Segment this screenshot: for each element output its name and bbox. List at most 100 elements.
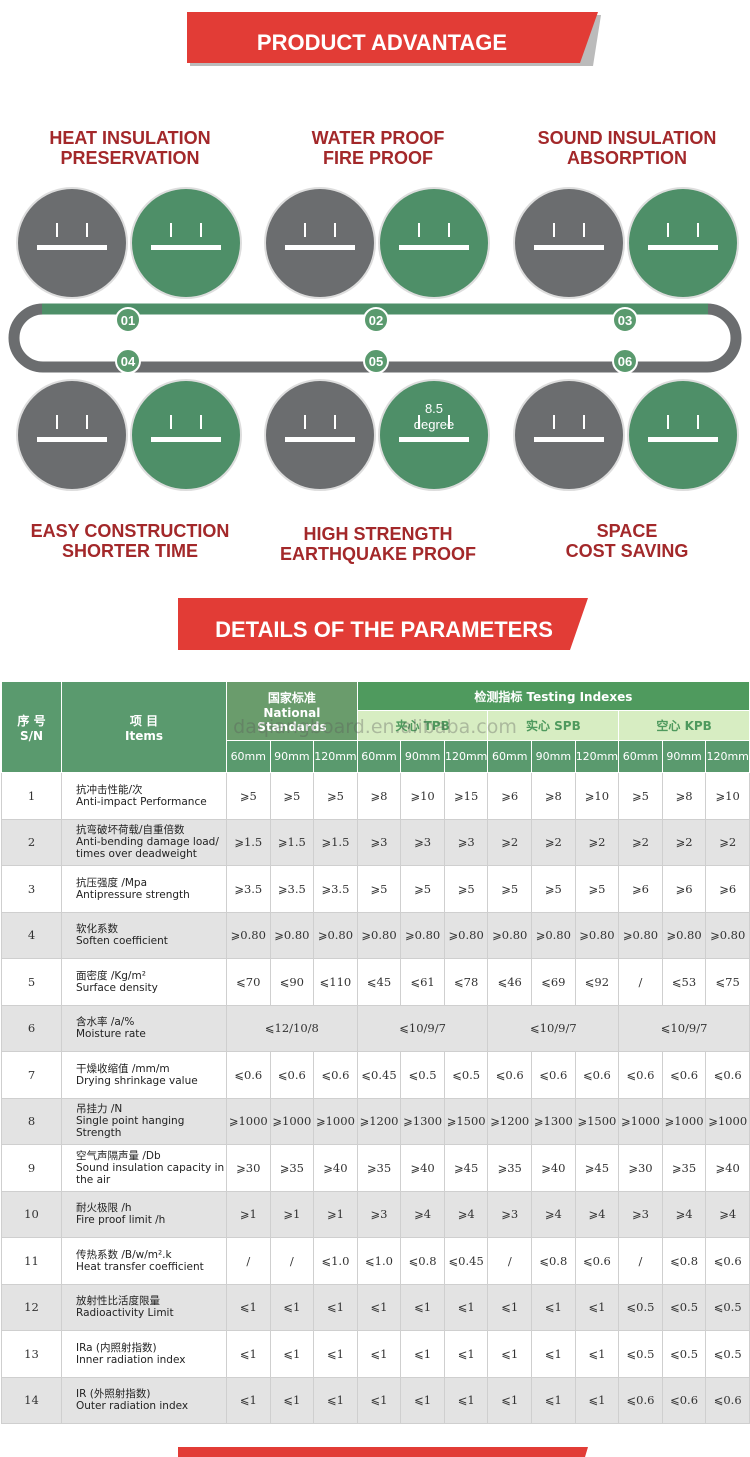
item-en: Single point hanging Strength: [76, 1115, 185, 1140]
value-cell: ⩾45: [574, 1144, 620, 1192]
value-cell: ⩽69: [531, 958, 576, 1006]
value-cell: ⩽92: [574, 958, 620, 1006]
advantage-title: PRESERVATION: [60, 148, 199, 168]
item-en: Antipressure strength: [76, 888, 190, 901]
size-header: 60mm: [487, 740, 533, 773]
value-cell: ⩾4: [705, 1190, 750, 1238]
value-cell: ⩽0.8: [661, 1237, 707, 1285]
value-cell: ⩽1: [400, 1330, 445, 1378]
value-cell: ⩾10: [574, 772, 620, 820]
sn-cell: 3: [1, 865, 62, 913]
value-cell: ⩾0.80: [400, 911, 445, 959]
value-cell: ⩾6: [618, 865, 663, 913]
item-zh: 面密度 /Kg/m²: [76, 969, 146, 982]
value-cell: ⩾40: [400, 1144, 445, 1192]
badge-number: 05: [369, 354, 383, 369]
type-header: 实心 SPB: [487, 710, 620, 741]
type-header: 夹心 TPB: [356, 710, 489, 741]
item-zh: 干燥收缩值 /mm/m: [76, 1062, 170, 1075]
badge: [115, 307, 141, 333]
icon-surface: [285, 245, 355, 250]
value-cell: ⩾1000: [661, 1097, 707, 1145]
advantage-title: COST SAVING: [566, 541, 689, 561]
value-cell: ⩾35: [356, 1144, 402, 1192]
badge: [612, 307, 638, 333]
size-header: 90mm: [400, 740, 445, 773]
value-cell: ⩾1000: [705, 1097, 750, 1145]
value-cell: ⩽70: [226, 958, 271, 1006]
value-cell: ⩾10: [705, 772, 750, 820]
sn-cell: 5: [1, 958, 62, 1006]
value-cell: ⩾15: [443, 772, 489, 820]
value-cell: ⩽10/9/7: [356, 1004, 489, 1052]
value-cell: ⩽1: [400, 1283, 445, 1331]
table-row: 8 吊挂力 /N Single point hanging Strength ⩾100…: [1, 1097, 750, 1145]
value-cell: ⩾1.5: [313, 818, 358, 866]
sn-cell: 12: [1, 1283, 62, 1331]
value-cell: ⩽0.6: [487, 1051, 533, 1099]
item-en: Fire proof limit /h: [76, 1214, 166, 1227]
item-cell: 软化系数 Soften coefficient: [61, 911, 227, 959]
table-row: 7 干燥收缩值 /mm/m Drying shrinkage value ⩽0.6 ⩽0…: [1, 1051, 750, 1099]
value-cell: ⩽45: [356, 958, 402, 1006]
item-cell: 放射性比活度限量 Radioactivity Limit: [61, 1283, 227, 1331]
value-cell: ⩽0.6: [531, 1051, 576, 1099]
value-cell: ⩽1: [487, 1283, 533, 1331]
value-cell: ⩾1: [269, 1190, 315, 1238]
item-zh: 含水率 /a/%: [76, 1016, 135, 1029]
value-cell: ⩽1: [356, 1283, 402, 1331]
icon-surface: [534, 245, 604, 250]
icon-surface: [648, 437, 718, 442]
table-row: 2 抗弯破坏荷载/自重倍数 Anti-bending damage load/ ti…: [1, 818, 750, 866]
value-cell: ⩽1: [574, 1283, 620, 1331]
icon-circle: [627, 379, 739, 491]
value-cell: ⩾1: [226, 1190, 271, 1238]
table-row: 14 IR (外照射指数) Outer radiation index ⩽1 ⩽1 ⩽1 ⩽…: [1, 1376, 750, 1424]
value-cell: ⩽0.6: [661, 1376, 707, 1424]
sn-cell: 2: [1, 818, 62, 866]
value-cell: ⩾40: [705, 1144, 750, 1192]
value-cell: ⩾0.80: [531, 911, 576, 959]
type-row: 夹心 TPB 实心 SPB 空心 KPB: [2, 710, 750, 741]
value-cell: ⩽0.5: [618, 1283, 663, 1331]
item-zh: 传热系数 /B/w/m².k: [76, 1248, 172, 1261]
item-cell: 干燥收缩值 /mm/m Drying shrinkage value: [61, 1051, 227, 1099]
value-cell: ⩽1: [531, 1283, 576, 1331]
advantage-title: FIRE PROOF: [323, 148, 433, 168]
item-zh: 抗压强度 /Mpa: [76, 876, 148, 889]
national-header: 国家标准 National Standards: [226, 681, 358, 741]
item-cell: IR (外照射指数) Outer radiation index: [61, 1376, 227, 1424]
icon-circle: [378, 379, 490, 491]
icon-surface: [399, 437, 469, 442]
value-cell: ⩽0.8: [400, 1237, 445, 1285]
value-cell: ⩾3.5: [226, 865, 271, 913]
value-cell: ⩽10/9/7: [487, 1004, 620, 1052]
value-cell: ⩾0.80: [618, 911, 663, 959]
value-cell: ⩽1: [574, 1330, 620, 1378]
value-cell: ⩾1200: [487, 1097, 533, 1145]
value-cell: ⩽0.8: [531, 1237, 576, 1285]
header-text: 项 目: [129, 713, 159, 728]
value-cell: ⩽0.6: [618, 1051, 663, 1099]
badge: [363, 307, 389, 333]
value-cell: ⩾30: [618, 1144, 663, 1192]
header-text: National Standards: [257, 705, 327, 734]
value-cell: ⩽46: [487, 958, 533, 1006]
value-cell: ⩾6: [705, 865, 750, 913]
value-cell: ⩾5: [313, 772, 358, 820]
value-cell: ⩾30: [226, 1144, 271, 1192]
advantage-section: PRODUCT ADVANTAGE DETAILS OF THE PARAMET…: [8, 12, 742, 650]
item-zh: 抗弯破坏荷载/自重倍数: [76, 824, 185, 837]
value-cell: ⩾3: [443, 818, 489, 866]
value-cell: ⩾5: [574, 865, 620, 913]
value-cell: ⩾2: [487, 818, 533, 866]
value-cell: ⩾4: [443, 1190, 489, 1238]
item-en: Heat transfer coefficient: [76, 1260, 204, 1273]
value-cell: ⩽12/10/8: [226, 1004, 358, 1052]
banner-title: PRODUCT ADVANTAGE: [257, 30, 507, 55]
value-cell: ⩽0.6: [226, 1051, 271, 1099]
item-en: Inner radiation index: [76, 1353, 186, 1366]
value-cell: ⩾8: [356, 772, 402, 820]
icon-surface: [399, 245, 469, 250]
value-cell: ⩽1: [443, 1376, 489, 1424]
